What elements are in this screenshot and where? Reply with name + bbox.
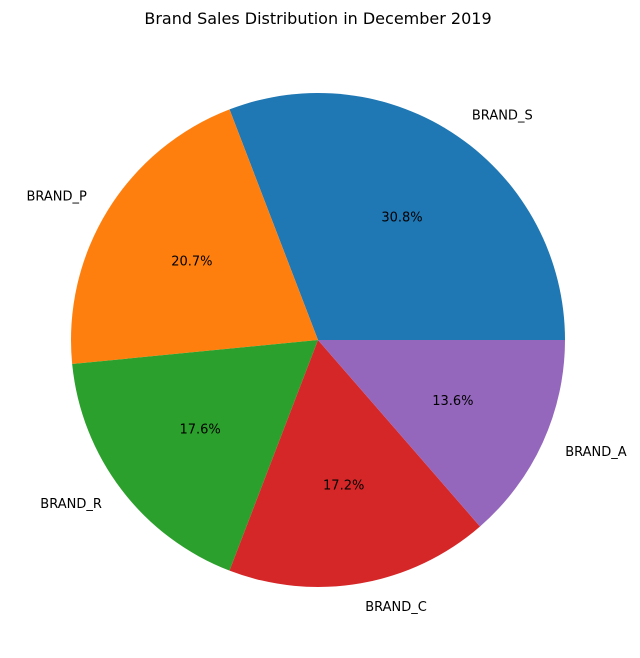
pie-slice-brand-c [229,340,481,588]
category-label-brand-c: BRAND_C [365,600,427,615]
category-label-brand-p: BRAND_P [26,190,87,205]
category-label-brand-s: BRAND_S [472,109,533,124]
pie-labels: 30.8% BRAND_S 20.7% BRAND_P 17.6% BRAND_R 17.2… [26,109,626,615]
pct-label-brand-c: 17.2% [323,478,364,493]
pie-slice-brand-s [229,92,565,341]
pie-slices [70,92,565,588]
pct-label-brand-a: 13.6% [432,394,473,409]
pie-slice-brand-r [72,340,318,571]
pie-slice-brand-a [318,340,565,527]
pie-slice-brand-p [70,109,318,365]
pct-label-brand-p: 20.7% [171,255,212,270]
category-label-brand-r: BRAND_R [40,497,102,512]
category-label-brand-a: BRAND_A [565,445,627,460]
pct-label-brand-s: 30.8% [381,210,422,225]
pct-label-brand-r: 17.6% [179,422,220,437]
chart-title: Brand Sales Distribution in December 201… [144,9,491,28]
